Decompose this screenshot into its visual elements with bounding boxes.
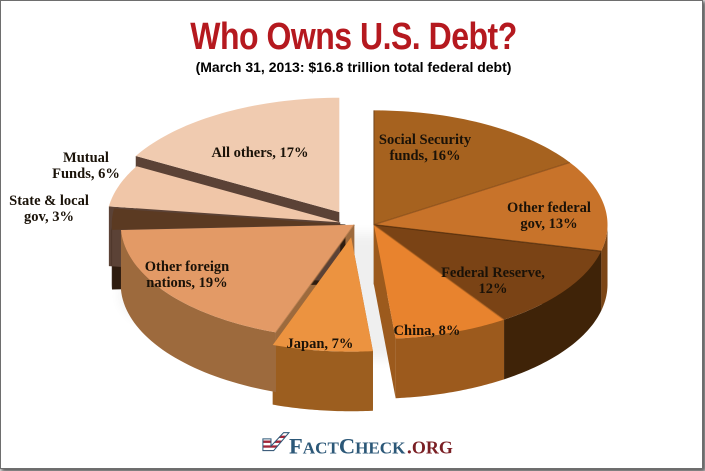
- svg-text:.ORG: .ORG: [407, 436, 453, 458]
- svg-text:FACTCHECK: FACTCHECK: [289, 433, 406, 458]
